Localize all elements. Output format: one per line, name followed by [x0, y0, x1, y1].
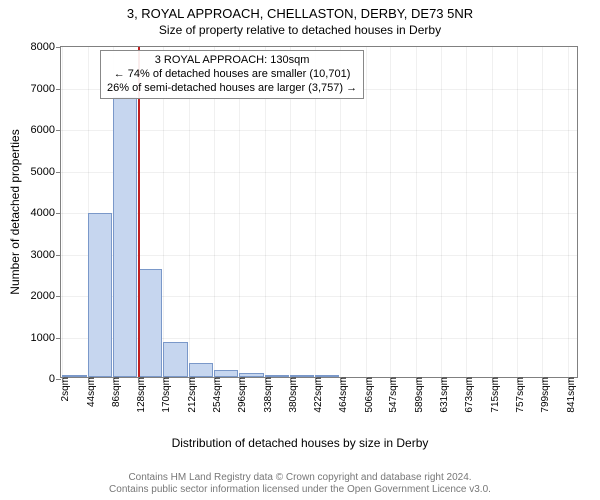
x-tick-label: 44sqm — [82, 377, 97, 407]
histogram-bar — [214, 370, 238, 377]
x-tick-label: 757sqm — [511, 377, 526, 413]
x-tick-mark — [542, 377, 543, 382]
histogram-bar — [239, 373, 263, 377]
x-tick-mark — [214, 377, 215, 382]
page-subtitle: Size of property relative to detached ho… — [0, 21, 600, 37]
attribution-line-1: Contains HM Land Registry data © Crown c… — [0, 472, 600, 484]
x-axis-label: Distribution of detached houses by size … — [0, 436, 600, 450]
x-tick-label: 464sqm — [334, 377, 349, 413]
x-tick-label: 212sqm — [183, 377, 198, 413]
grid-line — [466, 47, 467, 377]
x-tick-mark — [62, 377, 63, 382]
y-tick-mark — [56, 338, 61, 339]
x-tick-label: 380sqm — [284, 377, 299, 413]
legend-line-1: 3 ROYAL APPROACH: 130sqm — [107, 54, 357, 68]
x-tick-label: 296sqm — [233, 377, 248, 413]
x-tick-label: 2sqm — [56, 377, 71, 401]
x-tick-label: 170sqm — [157, 377, 172, 413]
x-tick-label: 338sqm — [259, 377, 274, 413]
histogram-bar — [163, 342, 187, 377]
grid-line — [542, 47, 543, 377]
grid-line — [517, 47, 518, 377]
histogram-bar — [315, 375, 339, 377]
x-tick-mark — [290, 377, 291, 382]
grid-line — [492, 47, 493, 377]
x-tick-mark — [441, 377, 442, 382]
y-tick-mark — [56, 255, 61, 256]
x-tick-label: 841sqm — [562, 377, 577, 413]
x-tick-label: 673sqm — [460, 377, 475, 413]
legend-line-3: 26% of semi-detached houses are larger (… — [107, 82, 357, 96]
x-tick-mark — [163, 377, 164, 382]
histogram-bar — [62, 375, 86, 377]
x-tick-mark — [517, 377, 518, 382]
y-tick-mark — [56, 172, 61, 173]
grid-line — [441, 47, 442, 377]
grid-line — [366, 47, 367, 377]
x-tick-label: 128sqm — [132, 377, 147, 413]
y-axis-label: Number of detached properties — [8, 129, 22, 294]
histogram-bar — [290, 375, 314, 377]
x-tick-mark — [340, 377, 341, 382]
histogram-bar — [265, 375, 289, 377]
y-tick-mark — [56, 296, 61, 297]
x-tick-label: 254sqm — [208, 377, 223, 413]
x-tick-label: 715sqm — [486, 377, 501, 413]
chart-legend: 3 ROYAL APPROACH: 130sqm ← 74% of detach… — [100, 50, 364, 99]
x-tick-label: 631sqm — [435, 377, 450, 413]
grid-line — [416, 47, 417, 377]
attribution: Contains HM Land Registry data © Crown c… — [0, 472, 600, 496]
grid-line — [568, 47, 569, 377]
histogram-bar — [88, 213, 112, 377]
page-title: 3, ROYAL APPROACH, CHELLASTON, DERBY, DE… — [0, 0, 600, 21]
x-tick-mark — [315, 377, 316, 382]
x-tick-mark — [239, 377, 240, 382]
x-tick-mark — [492, 377, 493, 382]
x-tick-mark — [390, 377, 391, 382]
grid-line — [62, 47, 63, 377]
x-tick-mark — [189, 377, 190, 382]
histogram-bar — [113, 97, 137, 377]
x-tick-label: 547sqm — [384, 377, 399, 413]
histogram-bar — [138, 269, 162, 377]
x-tick-mark — [113, 377, 114, 382]
x-tick-mark — [88, 377, 89, 382]
x-tick-label: 506sqm — [360, 377, 375, 413]
x-tick-label: 589sqm — [410, 377, 425, 413]
y-axis-label-container: Number of detached properties — [8, 46, 22, 378]
x-tick-mark — [265, 377, 266, 382]
y-tick-mark — [56, 89, 61, 90]
x-tick-label: 799sqm — [536, 377, 551, 413]
x-tick-label: 422sqm — [309, 377, 324, 413]
y-tick-mark — [56, 130, 61, 131]
x-tick-label: 86sqm — [107, 377, 122, 407]
x-tick-mark — [568, 377, 569, 382]
attribution-line-2: Contains public sector information licen… — [0, 484, 600, 496]
legend-line-2: ← 74% of detached houses are smaller (10… — [107, 68, 357, 82]
x-tick-mark — [366, 377, 367, 382]
x-tick-mark — [138, 377, 139, 382]
x-tick-mark — [416, 377, 417, 382]
y-tick-mark — [56, 213, 61, 214]
x-tick-mark — [466, 377, 467, 382]
y-tick-mark — [56, 47, 61, 48]
histogram-bar — [189, 363, 213, 377]
grid-line — [390, 47, 391, 377]
